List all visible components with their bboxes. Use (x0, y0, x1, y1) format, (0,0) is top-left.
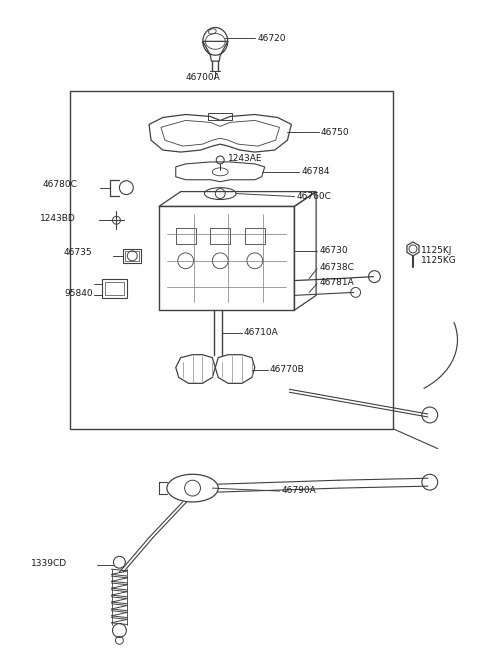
Text: 46730: 46730 (319, 246, 348, 255)
Bar (125, 251, 139, 261)
Text: 46760C: 46760C (296, 192, 331, 201)
Text: 46750: 46750 (321, 128, 349, 137)
Text: 1125KJ: 1125KJ (421, 246, 452, 255)
Bar (105, 282, 124, 295)
Text: 46770B: 46770B (270, 365, 304, 374)
Text: 1125KG: 1125KG (421, 256, 456, 265)
Text: 46735: 46735 (64, 248, 93, 257)
Text: 1243AE: 1243AE (228, 155, 263, 164)
Text: 46700A: 46700A (186, 73, 220, 83)
Bar (159, 206, 294, 310)
Bar (176, 228, 195, 244)
Bar (123, 249, 141, 263)
Text: 1243BD: 1243BD (40, 214, 76, 223)
Text: 46790A: 46790A (281, 485, 316, 495)
Bar (245, 228, 264, 244)
Text: 46738C: 46738C (319, 263, 354, 272)
Text: 1339CD: 1339CD (30, 559, 67, 568)
Text: 46710A: 46710A (244, 328, 279, 337)
Text: 46784: 46784 (301, 167, 330, 176)
Text: 46780C: 46780C (42, 180, 77, 189)
Bar (208, 113, 232, 121)
Bar (102, 278, 127, 298)
Text: 46720: 46720 (258, 34, 286, 43)
Text: 95840: 95840 (64, 289, 93, 298)
Text: 46781A: 46781A (319, 278, 354, 287)
Bar (210, 228, 230, 244)
Bar (70, 91, 393, 429)
